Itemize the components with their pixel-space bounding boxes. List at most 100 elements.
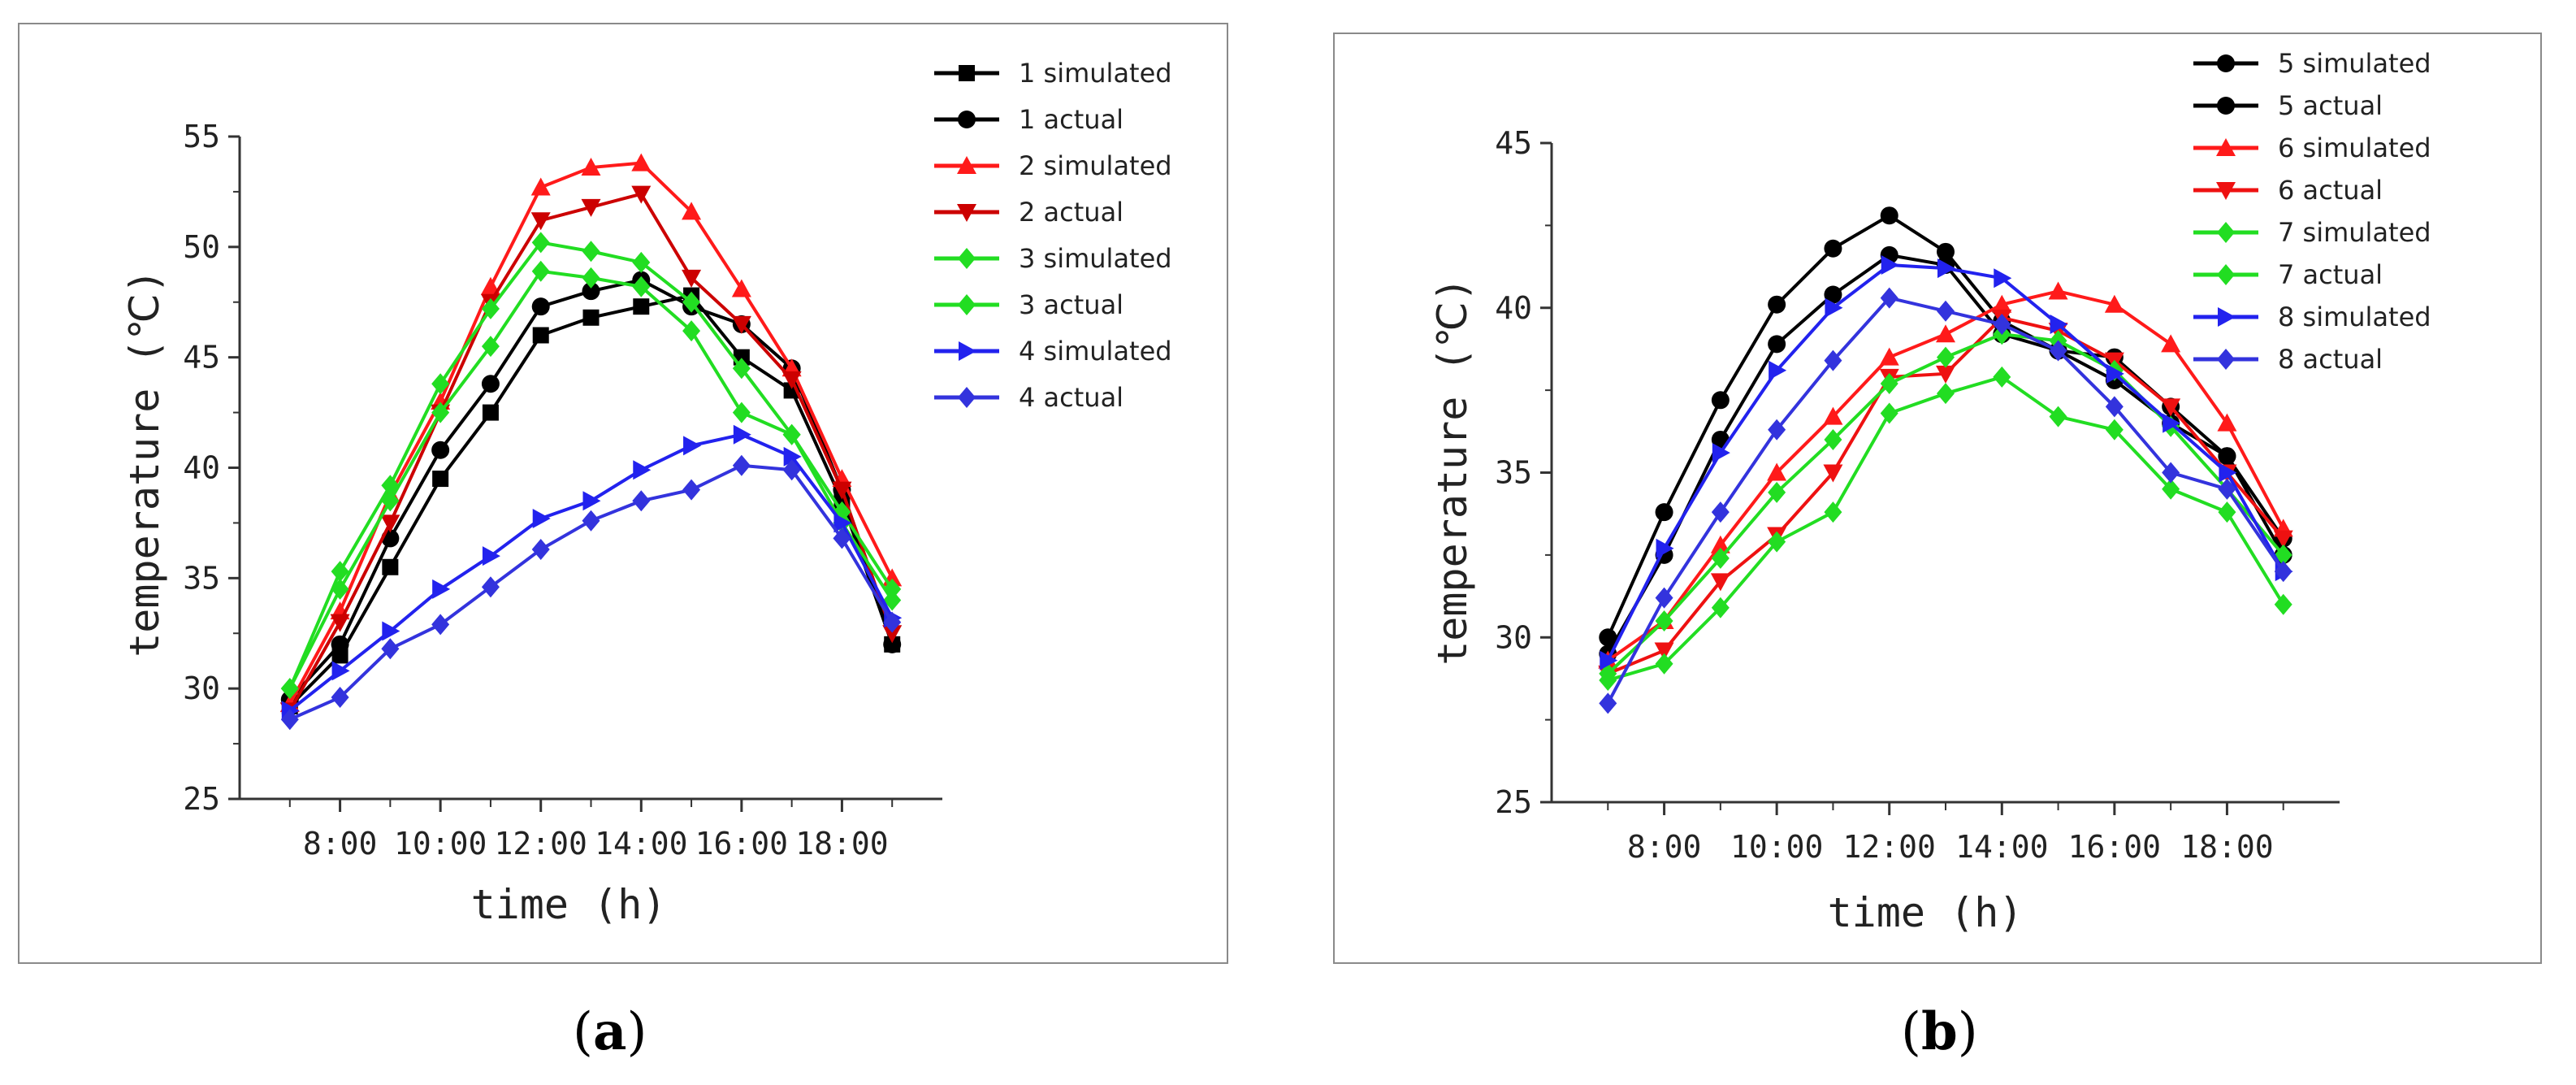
data-point-b-0-1 <box>1655 503 1673 522</box>
data-point-b-7-10 <box>2162 462 2180 484</box>
data-point-b-3-4 <box>1823 464 1843 483</box>
data-point-b-6-1 <box>1656 538 1674 558</box>
data-point-a-3-12 <box>882 625 903 644</box>
data-point-a-1-6 <box>582 282 600 301</box>
data-point-b-1-4 <box>1824 285 1842 304</box>
data-point-a-5-3 <box>431 401 450 423</box>
data-point-b-5-3 <box>1768 531 1786 553</box>
data-point-b-6-10 <box>2163 413 2181 433</box>
y-tick-label-b-1: 30 <box>1495 619 1532 655</box>
legend-label-b-1: 5 actual <box>2278 90 2383 121</box>
data-point-a-2-9 <box>731 279 751 297</box>
data-point-b-2-3 <box>1767 462 1787 481</box>
data-point-a-5-7 <box>632 276 651 297</box>
data-point-b-5-8 <box>2049 406 2067 427</box>
series-a-6: 4 simulated <box>281 336 1172 721</box>
series-line-a-6 <box>288 432 894 712</box>
data-point-a-5-6 <box>582 267 600 289</box>
data-point-b-7-4 <box>1824 349 1842 371</box>
chart-a: 25 30 35 40 45 50 55 8:00 10:00 12:00 14:00 16:00 18… <box>121 58 1172 928</box>
data-point-b-3-12 <box>2273 530 2293 549</box>
legend-marker-a-7 <box>958 387 976 408</box>
legend-marker-b-3 <box>2216 182 2236 200</box>
legend-marker-a-4 <box>958 248 976 269</box>
data-point-b-3-2 <box>1710 573 1730 592</box>
data-point-b-7-11 <box>2218 478 2236 500</box>
data-point-b-6-5 <box>1881 255 1899 276</box>
data-point-a-3-7 <box>631 185 652 204</box>
data-point-a-6-4 <box>482 546 500 566</box>
data-point-a-3-6 <box>581 198 601 217</box>
series-b-0: 5 simulated <box>1599 48 2431 647</box>
data-point-b-7-3 <box>1768 419 1786 441</box>
panel-label-a-text: a <box>592 1001 627 1062</box>
data-point-b-7-5 <box>1880 287 1898 309</box>
legend-label-b-3: 6 actual <box>2278 175 2383 206</box>
x-tick-label-b-0: 8:00 <box>1627 829 1702 865</box>
data-point-b-5-4 <box>1824 501 1842 523</box>
y-tick-label-b-3: 40 <box>1495 290 1532 326</box>
data-point-a-0-3 <box>432 471 449 488</box>
data-point-a-5-0 <box>280 678 299 700</box>
data-point-a-2-8 <box>682 202 702 220</box>
data-point-a-2-7 <box>631 153 652 171</box>
y-axis-title-a: temperature (℃) <box>121 269 168 658</box>
data-point-a-2-4 <box>480 276 500 295</box>
data-point-a-3-11 <box>832 481 852 500</box>
data-point-b-7-9 <box>2105 396 2124 418</box>
legend-label-b-6: 8 simulated <box>2278 302 2431 332</box>
legend-label-a-1: 1 actual <box>1019 104 1123 135</box>
legend-label-b-7: 8 actual <box>2278 344 2383 375</box>
data-point-a-3-2 <box>380 514 400 533</box>
y-tick-label-a-6: 55 <box>183 119 220 154</box>
data-point-a-7-2 <box>381 638 400 660</box>
x-tick-label-b-1: 10:00 <box>1730 829 1823 865</box>
series-b-3: 6 actual <box>1598 175 2383 684</box>
legend-marker-b-0 <box>2217 54 2235 72</box>
data-point-b-7-2 <box>1711 501 1730 523</box>
data-point-b-3-6 <box>1936 365 1955 384</box>
legend-label-a-4: 3 simulated <box>1019 243 1172 274</box>
data-point-a-7-3 <box>431 614 450 636</box>
data-point-b-5-11 <box>2218 501 2236 523</box>
data-point-a-3-8 <box>682 269 702 288</box>
data-point-a-6-11 <box>833 513 852 533</box>
legend-label-b-5: 7 actual <box>2278 259 2383 290</box>
data-point-b-5-7 <box>1993 366 2011 388</box>
data-point-a-6-6 <box>582 491 601 511</box>
data-point-a-5-9 <box>732 401 751 423</box>
data-point-b-3-1 <box>1654 642 1674 661</box>
data-point-a-4-9 <box>732 358 751 380</box>
y-tick-label-b-4: 45 <box>1495 125 1532 161</box>
data-point-a-6-2 <box>382 621 400 641</box>
data-point-b-7-8 <box>2049 340 2067 362</box>
data-point-b-4-12 <box>2274 544 2292 566</box>
data-point-b-6-8 <box>2050 315 2068 335</box>
series-a-2: 2 simulated <box>279 150 1172 713</box>
data-point-b-4-1 <box>1655 610 1673 631</box>
panel-b-frame <box>1333 33 2542 964</box>
data-point-b-5-9 <box>2105 419 2124 441</box>
panel-a-frame <box>18 23 1228 964</box>
data-point-b-5-0 <box>1599 669 1617 691</box>
legend-label-b-2: 6 simulated <box>2278 132 2431 163</box>
data-point-b-5-6 <box>1937 383 1955 405</box>
data-point-a-6-8 <box>683 436 702 456</box>
legend-marker-a-1 <box>958 111 976 128</box>
data-point-a-6-10 <box>783 446 802 467</box>
data-point-a-7-9 <box>732 454 751 476</box>
data-point-a-4-1 <box>331 561 349 583</box>
x-tick-label-a-4: 16:00 <box>695 826 788 861</box>
data-point-b-6-9 <box>2106 363 2124 384</box>
y-tick-label-a-0: 25 <box>183 781 220 817</box>
series-line-b-0 <box>1606 213 2285 639</box>
legend-marker-b-6 <box>2218 307 2236 327</box>
legend-label-a-3: 2 actual <box>1019 197 1123 228</box>
series-b-7: 8 actual <box>1599 287 2383 714</box>
data-point-a-7-7 <box>632 490 651 512</box>
series-a-3: 2 actual <box>279 185 1123 721</box>
data-point-a-7-6 <box>582 510 600 532</box>
legend-label-a-6: 4 simulated <box>1019 336 1172 367</box>
x-axis-title-a: time (h) <box>471 881 667 928</box>
